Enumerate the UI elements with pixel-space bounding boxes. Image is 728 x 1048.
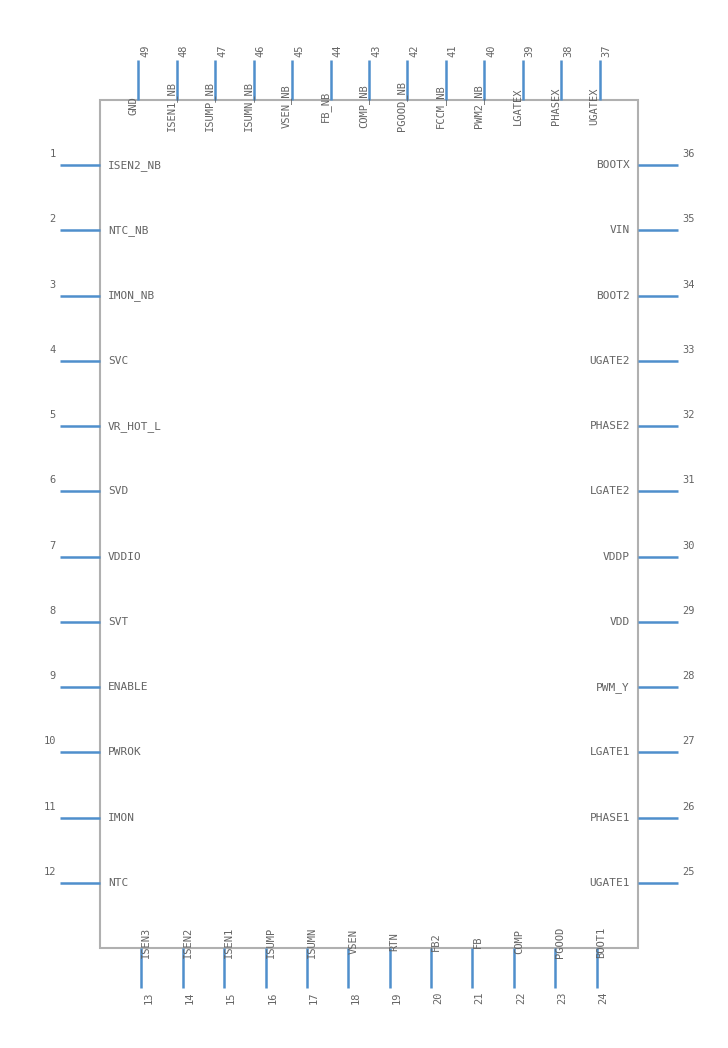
Text: FB_NB: FB_NB (320, 90, 331, 122)
Text: ISEN2_NB: ISEN2_NB (108, 159, 162, 171)
Text: VDDP: VDDP (603, 551, 630, 562)
Text: IMON: IMON (108, 812, 135, 823)
Text: PHASE1: PHASE1 (590, 812, 630, 823)
Text: FB: FB (472, 936, 483, 948)
Bar (100, 100, 638, 948)
Text: ENABLE: ENABLE (108, 682, 149, 692)
Text: ISEN2: ISEN2 (183, 926, 193, 958)
Text: 48: 48 (179, 44, 189, 57)
Text: VSEN_NB: VSEN_NB (281, 84, 292, 128)
Text: 14: 14 (185, 991, 195, 1004)
Text: 13: 13 (143, 991, 154, 1004)
Text: 40: 40 (486, 44, 496, 57)
Text: 20: 20 (433, 991, 443, 1004)
Text: LGATE1: LGATE1 (590, 747, 630, 758)
Text: IMON_NB: IMON_NB (108, 290, 155, 301)
Text: UGATE1: UGATE1 (590, 878, 630, 888)
Text: 45: 45 (294, 44, 304, 57)
Text: 30: 30 (682, 541, 695, 550)
Text: ISUMN: ISUMN (307, 926, 317, 958)
Text: 2: 2 (50, 215, 56, 224)
Text: SVC: SVC (108, 356, 128, 366)
Text: 34: 34 (682, 280, 695, 289)
Text: SVT: SVT (108, 617, 128, 627)
Text: 44: 44 (333, 44, 343, 57)
Text: 46: 46 (256, 44, 266, 57)
Text: 37: 37 (601, 44, 612, 57)
Text: 10: 10 (44, 737, 56, 746)
Text: LGATEX: LGATEX (513, 87, 523, 125)
Text: 42: 42 (409, 44, 419, 57)
Text: 15: 15 (226, 991, 236, 1004)
Text: BOOT2: BOOT2 (596, 290, 630, 301)
Text: VDD: VDD (610, 617, 630, 627)
Text: 8: 8 (50, 606, 56, 616)
Text: SVD: SVD (108, 486, 128, 497)
Text: PWM_Y: PWM_Y (596, 681, 630, 693)
Text: 36: 36 (682, 149, 695, 159)
Text: 25: 25 (682, 867, 695, 877)
Text: NTC: NTC (108, 878, 128, 888)
Text: UGATEX: UGATEX (590, 87, 600, 125)
Text: LGATE2: LGATE2 (590, 486, 630, 497)
Text: ISEN1_NB: ISEN1_NB (166, 81, 177, 131)
Text: 3: 3 (50, 280, 56, 289)
Text: 5: 5 (50, 410, 56, 420)
Text: VR_HOT_L: VR_HOT_L (108, 420, 162, 432)
Text: 31: 31 (682, 476, 695, 485)
Text: PHASEX: PHASEX (551, 87, 561, 125)
Text: 4: 4 (50, 345, 56, 355)
Text: 49: 49 (141, 44, 151, 57)
Text: PGOOD_NB: PGOOD_NB (397, 81, 408, 131)
Text: COMP_NB: COMP_NB (358, 84, 369, 128)
Text: ISEN3: ISEN3 (141, 926, 151, 958)
Text: 21: 21 (475, 991, 484, 1004)
Text: 11: 11 (44, 802, 56, 811)
Text: 29: 29 (682, 606, 695, 616)
Text: VSEN: VSEN (348, 930, 358, 955)
Text: 28: 28 (682, 671, 695, 681)
Text: VDDIO: VDDIO (108, 551, 142, 562)
Text: 26: 26 (682, 802, 695, 811)
Text: COMP: COMP (514, 930, 524, 955)
Text: 12: 12 (44, 867, 56, 877)
Text: 16: 16 (267, 991, 277, 1004)
Text: 6: 6 (50, 476, 56, 485)
Text: 43: 43 (371, 44, 381, 57)
Text: PWM2_NB: PWM2_NB (473, 84, 484, 128)
Text: 24: 24 (598, 991, 609, 1004)
Text: ISUMN_NB: ISUMN_NB (243, 81, 254, 131)
Text: 35: 35 (682, 215, 695, 224)
Text: FB2: FB2 (431, 933, 441, 952)
Text: BOOT1: BOOT1 (597, 926, 606, 958)
Text: PGOOD: PGOOD (555, 926, 565, 958)
Text: 39: 39 (525, 44, 534, 57)
Text: 23: 23 (557, 991, 567, 1004)
Text: ISUMP_NB: ISUMP_NB (205, 81, 215, 131)
Text: 22: 22 (516, 991, 526, 1004)
Text: 17: 17 (309, 991, 319, 1004)
Text: 19: 19 (392, 991, 402, 1004)
Text: 18: 18 (350, 991, 360, 1004)
Text: BOOTX: BOOTX (596, 160, 630, 170)
Text: 47: 47 (217, 44, 227, 57)
Text: 7: 7 (50, 541, 56, 550)
Text: ISEN1: ISEN1 (224, 926, 234, 958)
Text: 41: 41 (448, 44, 458, 57)
Text: ISUMP: ISUMP (266, 926, 275, 958)
Text: GND: GND (128, 96, 138, 115)
Text: 33: 33 (682, 345, 695, 355)
Text: PHASE2: PHASE2 (590, 421, 630, 431)
Text: 1: 1 (50, 149, 56, 159)
Text: UGATE2: UGATE2 (590, 356, 630, 366)
Text: 9: 9 (50, 671, 56, 681)
Text: RTN: RTN (389, 933, 400, 952)
Text: 27: 27 (682, 737, 695, 746)
Text: NTC_NB: NTC_NB (108, 225, 149, 236)
Text: FCCM_NB: FCCM_NB (435, 84, 446, 128)
Text: 38: 38 (563, 44, 573, 57)
Text: 32: 32 (682, 410, 695, 420)
Text: PWROK: PWROK (108, 747, 142, 758)
Text: VIN: VIN (610, 225, 630, 236)
